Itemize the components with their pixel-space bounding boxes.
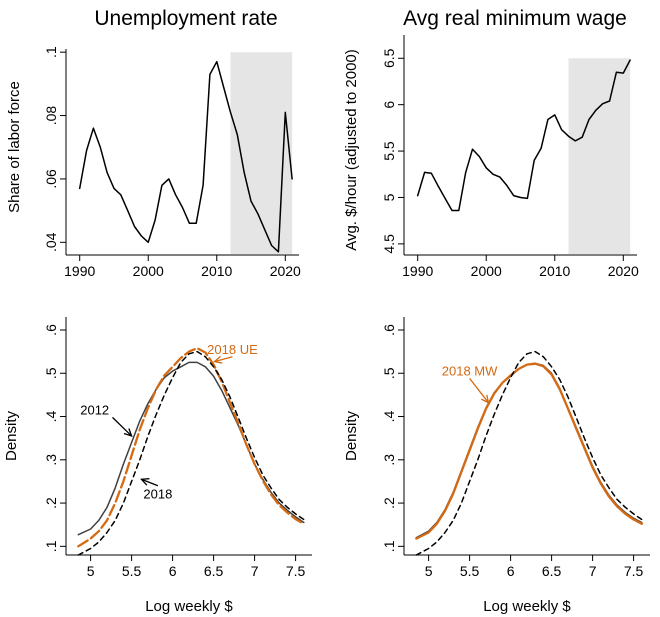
y-tick-label: .04 (43, 232, 59, 252)
y-tick-label: 5 (381, 193, 397, 201)
y-tick-label: 6 (381, 101, 397, 109)
y-axis-label: Avg. $/hour (adjusted to 2000) (343, 49, 360, 251)
panel-title: Avg real minimum wage (403, 7, 627, 30)
x-tick-label: 7 (589, 563, 597, 579)
y-ticks: 4.5 5 5.5 6 6.5 (381, 48, 404, 254)
y-tick-label: .4 (381, 410, 397, 422)
x-tick-label: 2020 (270, 263, 301, 279)
x-tick-label: 2000 (133, 263, 164, 279)
series-group (416, 59, 631, 212)
y-axis-label: Density (343, 410, 360, 461)
x-tick-label: 6 (507, 563, 515, 579)
y-tick-label: 6.5 (381, 48, 397, 68)
x-axis-label: Log weekly $ (483, 598, 571, 615)
y-ticks: .1 .2 .3 .4 .5 .6 (381, 324, 404, 552)
y-tick-label: .2 (381, 497, 397, 509)
annotations: 2018 MW (442, 363, 498, 404)
shaded-period-rect (568, 58, 631, 254)
y-tick-label: .06 (43, 169, 59, 189)
y-tick-label: .1 (43, 540, 59, 552)
x-tick-label: 2010 (539, 263, 570, 279)
y-tick-label: .5 (381, 367, 397, 379)
panel-minimum-wage: Avg real minimum wage 1990 2000 2010 2020 4… (343, 7, 639, 279)
annotation-label: 2018 UE (207, 342, 258, 357)
annotation-label: 2018 (143, 487, 172, 502)
annotation-arrow-shaft (141, 478, 159, 487)
series-line-2018 (415, 350, 643, 556)
annotation-arrow-head (140, 478, 150, 486)
x-ticks: 1990 2000 2010 2020 (402, 255, 639, 279)
x-tick-label: 7 (251, 563, 259, 579)
y-tick-label: 4.5 (381, 234, 397, 254)
y-tick-label: .1 (43, 46, 59, 58)
y-tick-label: .4 (43, 410, 59, 422)
annotation-label: 2012 (80, 402, 109, 417)
x-tick-label: 5 (87, 563, 95, 579)
annotation-label: 2018 MW (442, 363, 498, 378)
series-line-2018-ue (77, 347, 305, 548)
y-axis-label: Density (3, 410, 20, 461)
x-tick-label: 1990 (64, 263, 95, 279)
series-group (78, 60, 293, 253)
y-tick-label: .3 (381, 454, 397, 466)
y-tick-label: .6 (381, 324, 397, 336)
x-tick-label: 7.5 (286, 563, 306, 579)
x-tick-label: 6.5 (204, 563, 224, 579)
series-line-main (416, 59, 631, 212)
x-tick-label: 5.5 (122, 563, 142, 579)
x-tick-label: 7.5 (624, 563, 644, 579)
y-tick-label: .08 (43, 106, 59, 126)
series-group (415, 350, 643, 556)
x-tick-label: 2010 (201, 263, 232, 279)
annotation-arrow-shaft (214, 356, 233, 363)
panel-density-mw: 5 5.5 6 6.5 7 7.5 .1 .2 .3 .4 .5 .6 2018 MW Densit… (343, 317, 650, 615)
x-tick-label: 2020 (608, 263, 639, 279)
x-tick-label: 6.5 (542, 563, 562, 579)
y-ticks: .1 .2 .3 .4 .5 .6 (43, 324, 66, 552)
x-axis-label: Log weekly $ (145, 598, 233, 615)
x-ticks: 1990 2000 2010 2020 (64, 255, 301, 279)
series-line-2012 (415, 362, 643, 539)
y-tick-label: .3 (43, 454, 59, 466)
y-axis-label: Share of labor force (6, 81, 23, 213)
annotation-arrow-head (212, 355, 223, 364)
series-line-2018-mw (415, 362, 643, 540)
x-tick-label: 1990 (402, 263, 433, 279)
annotation-arrow-shaft (112, 416, 133, 437)
series-line-main (78, 60, 293, 253)
panel-unemployment-rate: Unemployment rate 1990 2000 2010 2020 .04.0… (6, 7, 301, 279)
annotation-arrow-head (123, 428, 133, 438)
annotations: 2012 2018 2018 UE (80, 342, 258, 502)
x-ticks: 5 5.5 6 6.5 7 7.5 (87, 555, 306, 579)
y-tick-label: .2 (43, 497, 59, 509)
x-tick-label: 6 (169, 563, 177, 579)
panel-title: Unemployment rate (94, 7, 277, 30)
x-tick-label: 5 (425, 563, 433, 579)
x-tick-label: 2000 (471, 263, 502, 279)
series-group (77, 347, 305, 556)
shaded-region (568, 58, 631, 254)
x-ticks: 5 5.5 6 6.5 7 7.5 (425, 555, 644, 579)
x-tick-label: 5.5 (460, 563, 480, 579)
annotation-arrow-shaft (469, 378, 489, 404)
panel-density-ue: 5 5.5 6 6.5 7 7.5 .1 .2 .3 .4 .5 .6 2012 2018 2018 U… (3, 317, 312, 615)
y-ticks: .04 .06 .08 .1 (43, 46, 66, 252)
annotation-arrow-head (481, 394, 490, 404)
y-tick-label: .6 (43, 324, 59, 336)
y-tick-label: .1 (381, 540, 397, 552)
y-tick-label: .5 (43, 367, 59, 379)
y-tick-label: 5.5 (381, 141, 397, 161)
series-line-2018 (77, 350, 305, 556)
